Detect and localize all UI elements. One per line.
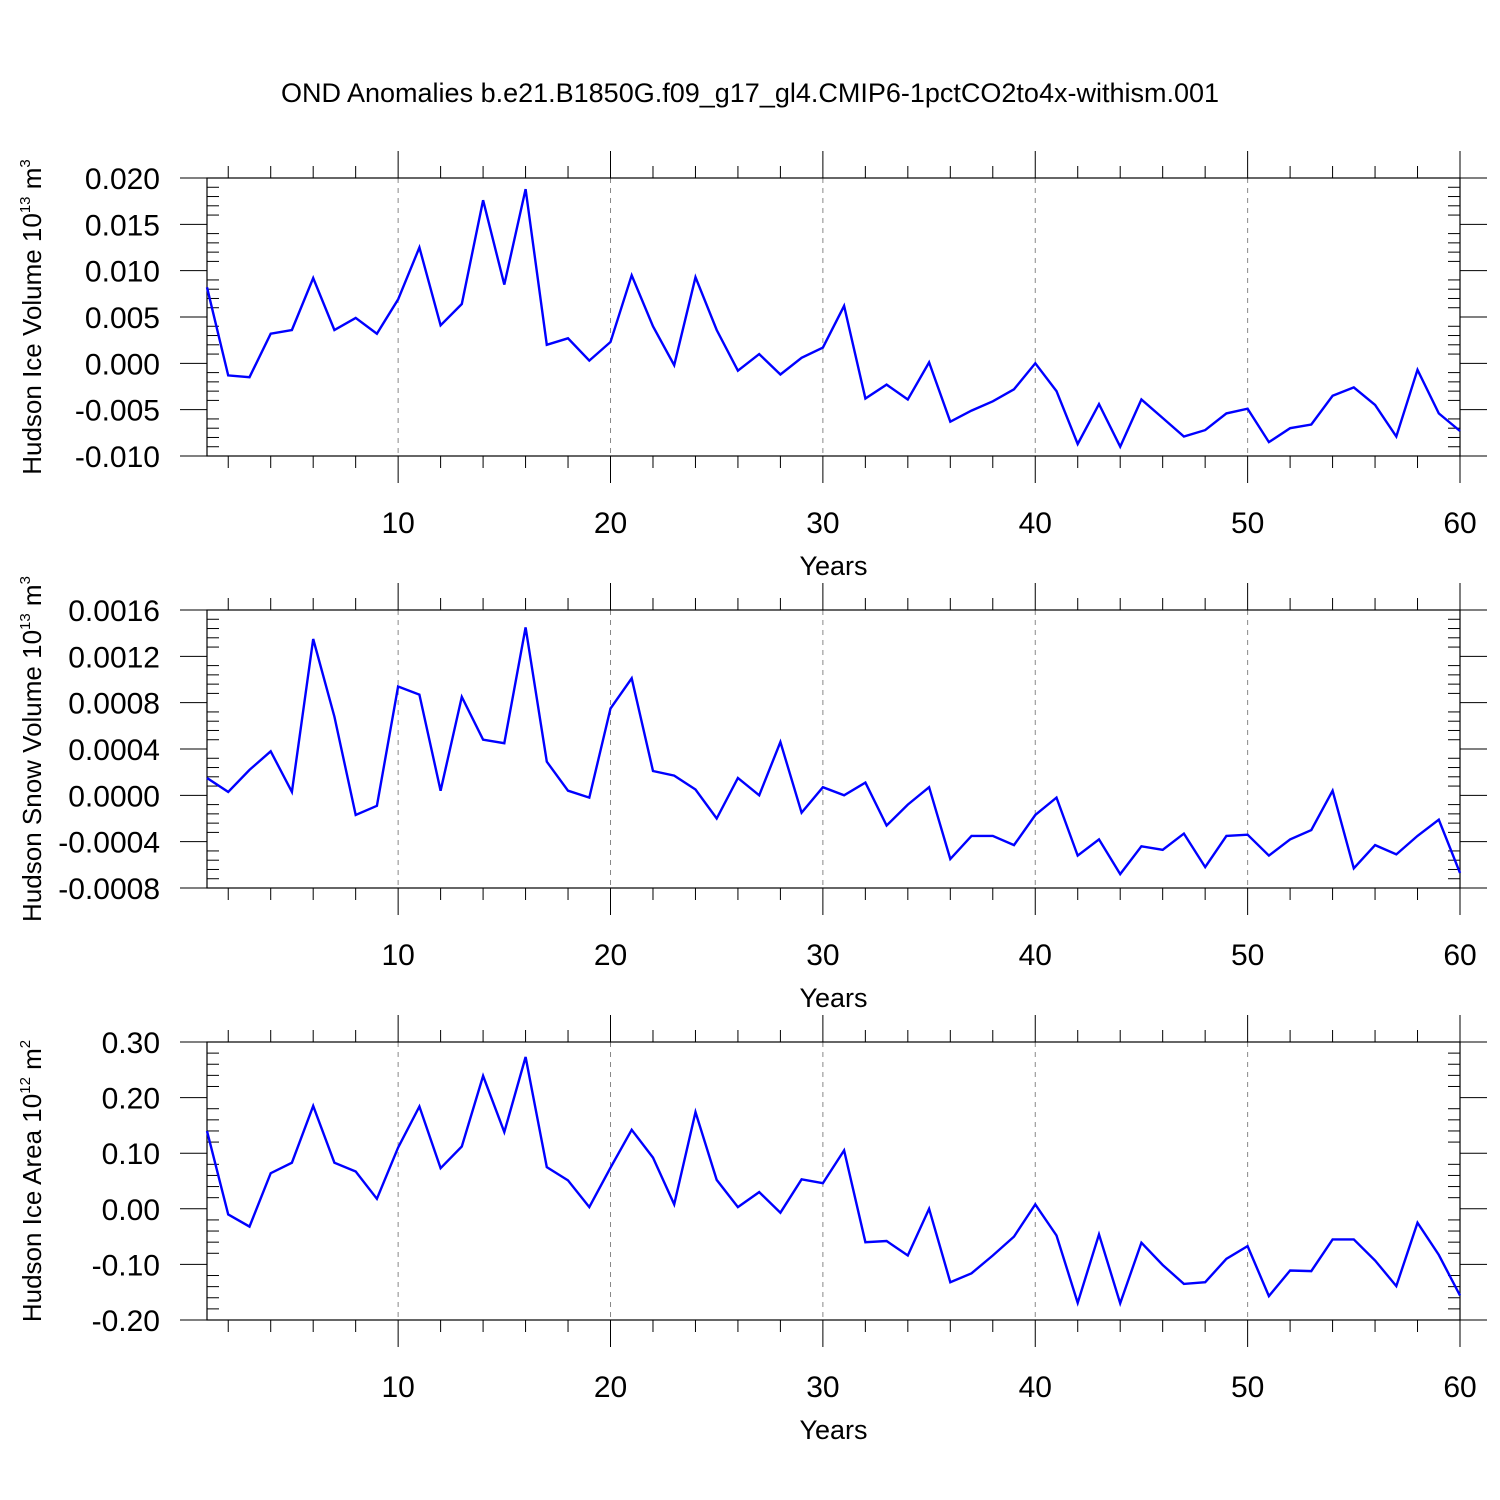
y-tick-label: -0.0004 [58, 827, 160, 860]
y-tick-label: -0.0008 [58, 873, 160, 906]
series-line [205, 1056, 1462, 1308]
y-tick-label: -0.20 [92, 1305, 160, 1338]
y-tick-label: 0.0000 [68, 780, 160, 813]
y-tick-label: 0.015 [85, 209, 160, 242]
y-tick-label: 0.0008 [68, 688, 160, 721]
y-tick-label: 0.20 [102, 1083, 160, 1116]
y-axis-label: Hudson Ice Area 1012 m2 [17, 1040, 47, 1322]
x-axis-label: Years [799, 551, 867, 581]
x-tick-label: 60 [1443, 1371, 1476, 1404]
y-tick-label: -0.010 [75, 441, 160, 474]
y-tick-label: 0.005 [85, 302, 160, 335]
x-tick-label: 50 [1231, 1371, 1264, 1404]
y-tick-label: 0.30 [102, 1027, 160, 1060]
y-tick-label: 0.000 [85, 348, 160, 381]
x-tick-label: 50 [1231, 507, 1264, 540]
x-tick-label: 30 [806, 939, 839, 972]
x-tick-label: 20 [594, 1371, 627, 1404]
x-tick-label: 20 [594, 507, 627, 540]
y-tick-label: 0.020 [85, 163, 160, 196]
x-axis-label: Years [799, 1415, 867, 1445]
y-tick-label: 0.0004 [68, 734, 160, 767]
page-title: OND Anomalies b.e21.B1850G.f09_g17_gl4.C… [281, 78, 1219, 108]
y-tick-label: 0.010 [85, 256, 160, 289]
chart-panel-1: 10 20 30 40 50 60 0.020 0.015 0.010 0.005 0.000 -0.… [17, 151, 1487, 581]
plot-frame [206, 609, 1461, 889]
y-tick-label: -0.10 [92, 1249, 160, 1282]
x-axis-label: Years [799, 983, 867, 1013]
plot-frame [206, 1041, 1461, 1321]
chart-panel-2: 10 20 30 40 50 60 0.0016 0.0012 0.0008 0.0004 0.00… [17, 576, 1487, 1013]
series-line [205, 188, 1461, 450]
x-tick-label: 60 [1443, 939, 1476, 972]
x-tick-label: 30 [806, 1371, 839, 1404]
series-line [206, 627, 1462, 877]
y-tick-label: -0.005 [75, 395, 160, 428]
x-tick-label: 10 [381, 939, 414, 972]
x-tick-label: 30 [806, 507, 839, 540]
y-tick-label: 0.0016 [68, 595, 160, 628]
x-tick-label: 10 [381, 1371, 414, 1404]
x-tick-label: 40 [1019, 1371, 1052, 1404]
x-tick-label: 50 [1231, 939, 1264, 972]
x-tick-label: 60 [1443, 507, 1476, 540]
y-tick-label: 0.00 [102, 1194, 160, 1227]
chart-panel-3: 10 20 30 40 50 60 0.30 0.20 0.10 0.00 -0.10 -0.20 Ye… [17, 1015, 1487, 1445]
x-tick-label: 10 [381, 507, 414, 540]
x-tick-label: 40 [1019, 939, 1052, 972]
x-tick-label: 20 [594, 939, 627, 972]
y-tick-label: 0.10 [102, 1138, 160, 1171]
y-axis-label: Hudson Ice Volume 1013 m3 [17, 159, 47, 475]
y-tick-label: 0.0012 [68, 641, 160, 674]
y-axis-label: Hudson Snow Volume 1013 m3 [17, 576, 47, 922]
x-tick-label: 40 [1019, 507, 1052, 540]
plot-frame [206, 177, 1461, 457]
